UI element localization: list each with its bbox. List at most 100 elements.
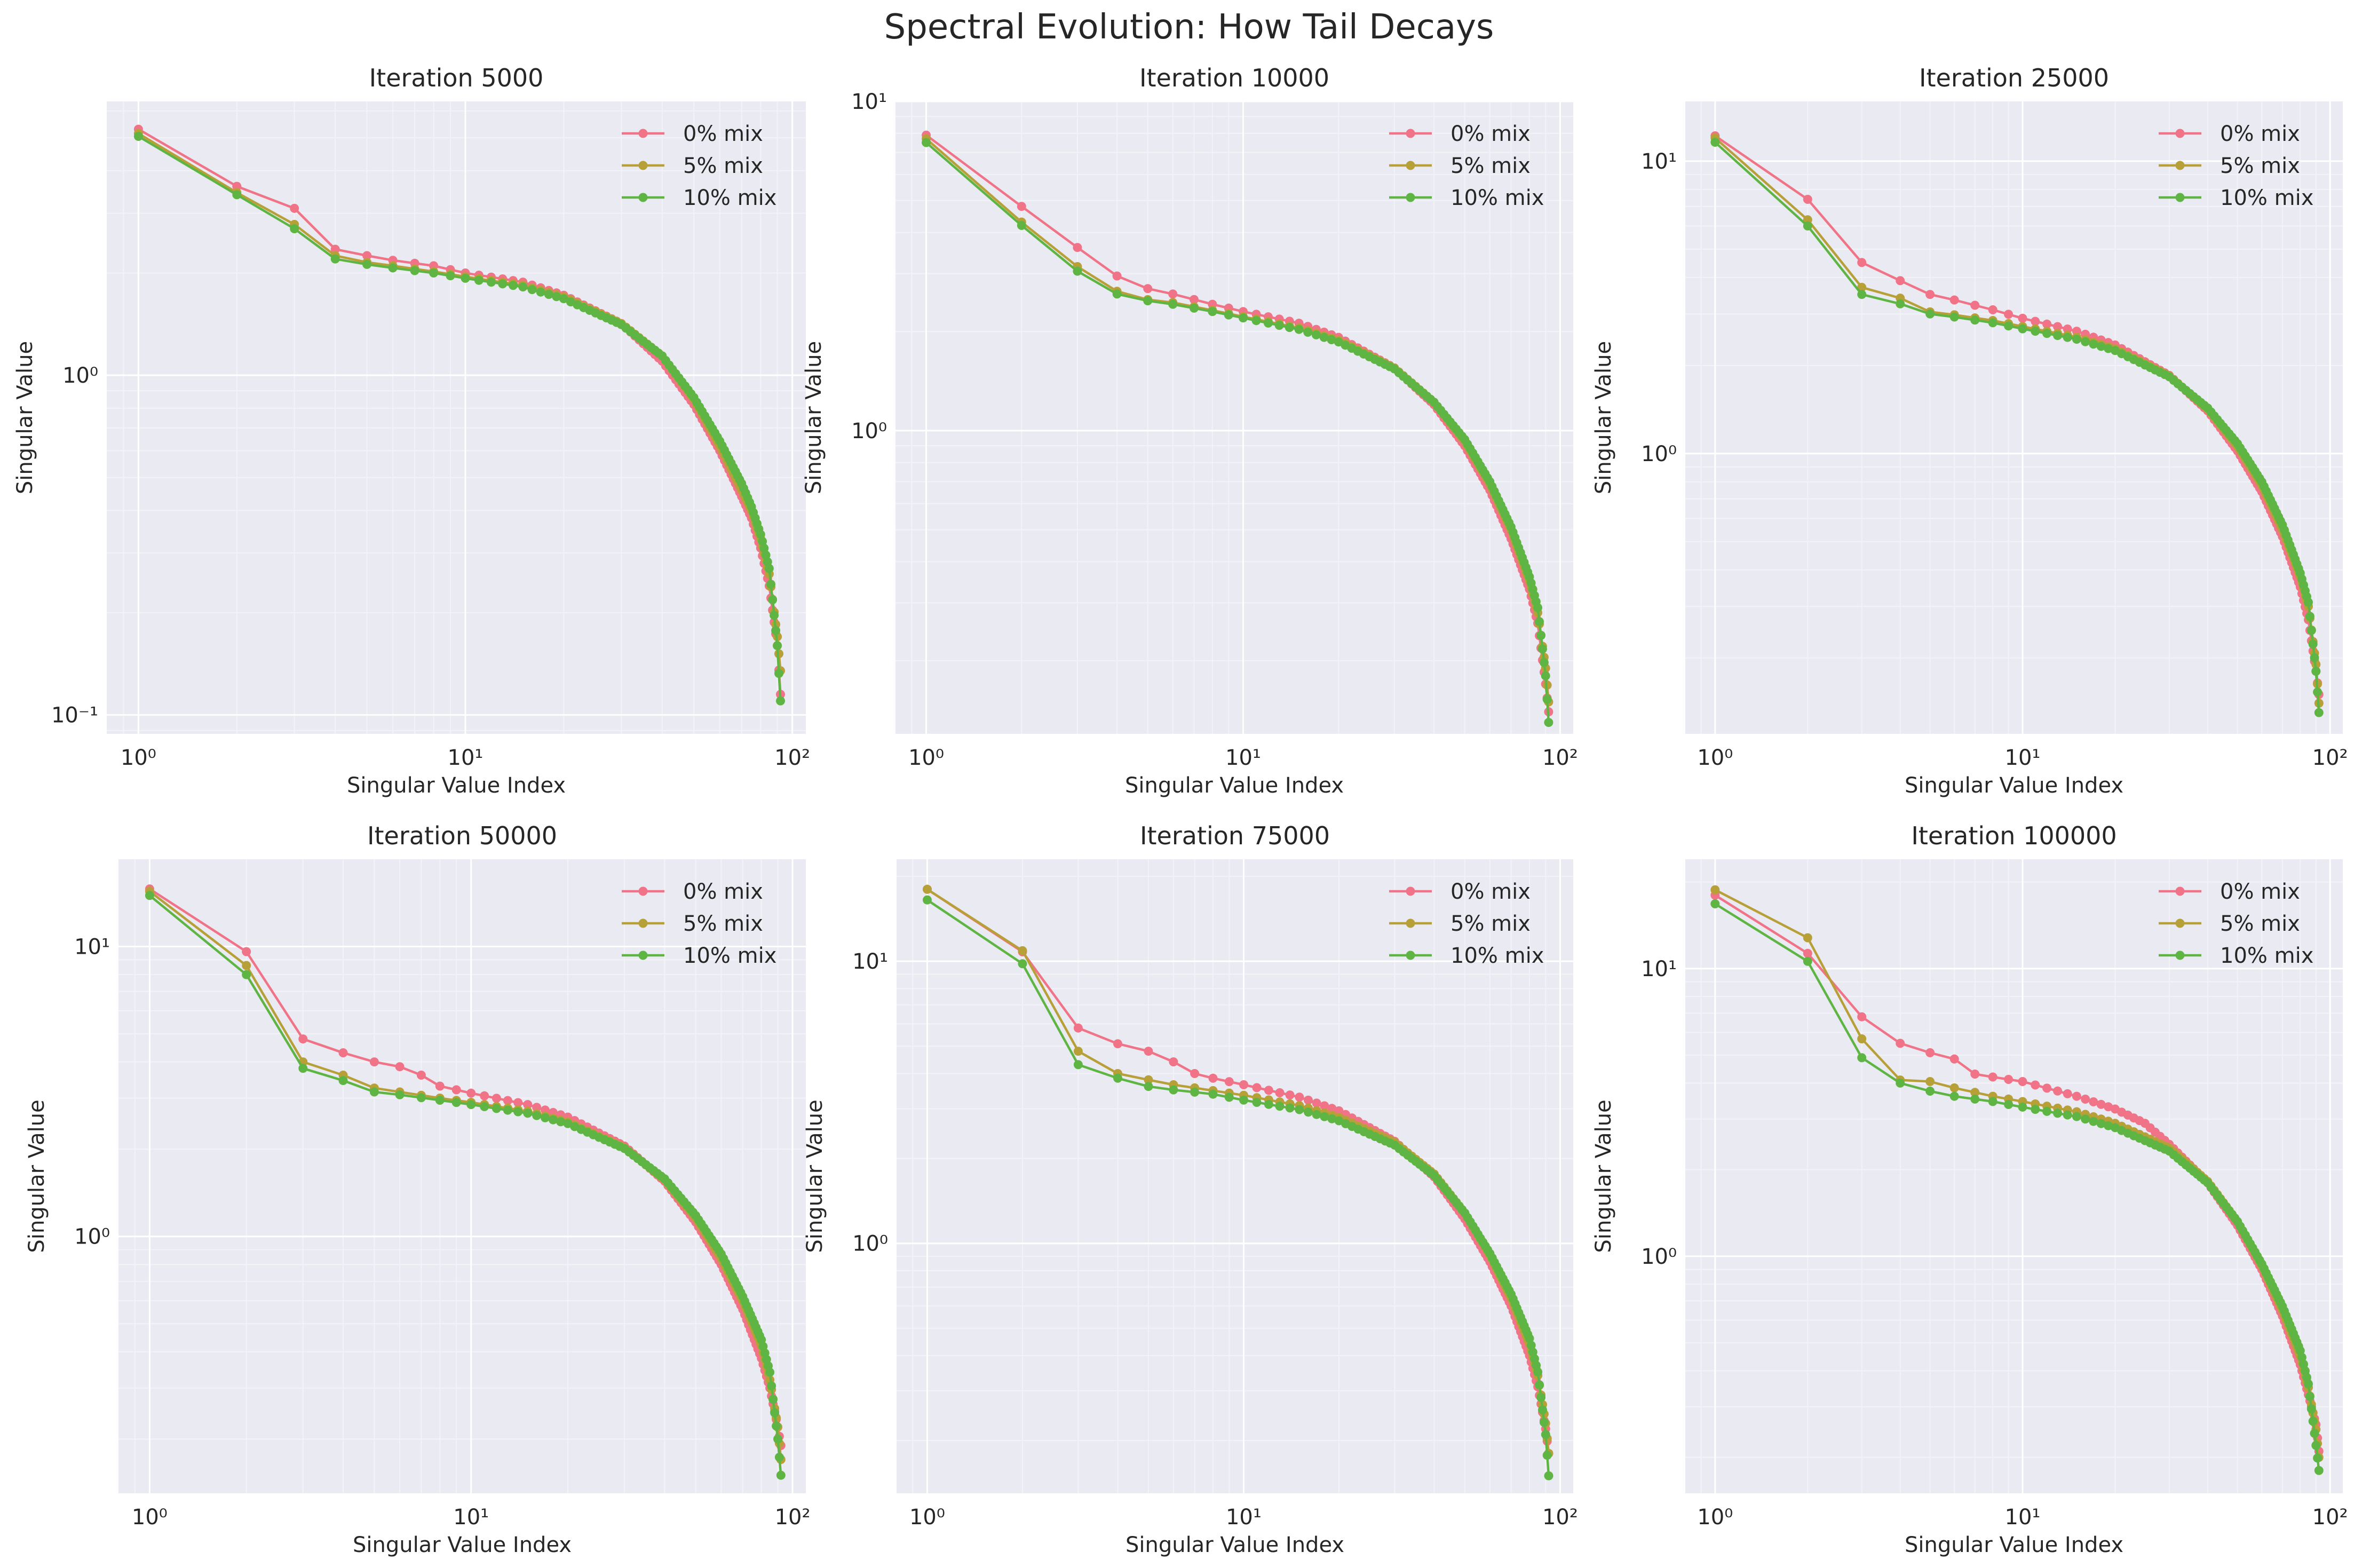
x-tick-label: 10⁰ (909, 1505, 945, 1530)
data-point (1925, 1077, 1935, 1086)
data-point (768, 595, 778, 605)
legend-label: 10% mix (1450, 944, 1544, 968)
data-point (1710, 885, 1720, 894)
data-point (1274, 321, 1284, 330)
legend: 0% mix 5% mix 10% mix (1389, 880, 1544, 968)
legend-marker (1406, 951, 1415, 960)
data-point (1925, 290, 1935, 299)
data-point (1970, 1088, 1980, 1097)
data-point (2313, 687, 2322, 697)
data-point (1303, 328, 1313, 337)
x-tick-label: 10¹ (2005, 746, 2041, 770)
subplot-title: Iteration 75000 (1140, 821, 1330, 850)
data-point (756, 529, 765, 539)
data-point (362, 251, 372, 260)
data-point (2314, 708, 2324, 717)
legend-marker (2175, 129, 2185, 138)
subplot-title: Iteration 25000 (1919, 64, 2109, 92)
data-point (2311, 1440, 2321, 1450)
x-axis-label: Singular Value Index (347, 773, 566, 798)
data-point (2063, 1089, 2072, 1098)
plot-area (895, 101, 1573, 734)
legend-marker (638, 193, 648, 202)
data-point (2018, 324, 2027, 334)
legend-marker (1406, 129, 1415, 138)
y-axis-label: Singular Value (13, 341, 37, 494)
data-point (1334, 1106, 1344, 1115)
data-point (2042, 1083, 2052, 1093)
data-point (1896, 1039, 1905, 1048)
data-point (492, 1104, 501, 1113)
data-point (435, 1096, 445, 1105)
y-tick-label: 10⁰ (1641, 1245, 1677, 1269)
data-point (330, 244, 340, 254)
data-point (1143, 284, 1153, 294)
data-point (1073, 243, 1082, 252)
series-3 (923, 895, 1553, 1480)
data-point (2031, 1105, 2040, 1114)
data-point (1224, 310, 1233, 320)
legend-label: 5% mix (1450, 154, 1531, 178)
data-point (1949, 312, 1959, 322)
data-point (2306, 1404, 2316, 1414)
data-point (480, 1091, 489, 1100)
data-point (503, 1096, 512, 1105)
data-point (2004, 1075, 2014, 1084)
data-point (1525, 1334, 1534, 1343)
data-point (145, 891, 154, 900)
data-point (1803, 948, 1812, 958)
data-point (1018, 959, 1027, 969)
y-axis-label: Singular Value (803, 1099, 827, 1253)
data-point (1544, 718, 1553, 727)
data-point (1988, 1097, 1997, 1106)
data-point (2306, 625, 2316, 635)
legend-label: 0% mix (2220, 880, 2300, 904)
data-point (2096, 342, 2106, 351)
data-point (1988, 318, 1997, 328)
legend-label: 5% mix (2220, 154, 2300, 178)
data-point (1533, 1367, 1543, 1377)
y-tick-label: 10⁰ (62, 363, 98, 388)
x-tick-label: 10² (2312, 746, 2348, 770)
data-point (1264, 1086, 1273, 1095)
series-3 (1710, 138, 2324, 717)
data-point (466, 1100, 476, 1110)
legend-label: 10% mix (683, 944, 776, 968)
data-point (1327, 1114, 1337, 1123)
subplot-title: Iteration 50000 (367, 821, 557, 850)
legend-label: 0% mix (1450, 122, 1531, 146)
data-point (759, 543, 769, 553)
data-point (480, 1102, 489, 1111)
data-point (1533, 603, 1542, 613)
legend-marker (2175, 886, 2185, 896)
data-point (2081, 1095, 2090, 1104)
data-point (369, 1087, 379, 1097)
data-point (2031, 1080, 2040, 1090)
data-point (1073, 266, 1082, 276)
data-point (1857, 290, 1867, 299)
x-tick-label: 10⁰ (908, 746, 944, 770)
data-point (1264, 318, 1273, 328)
x-tick-label: 10¹ (1225, 746, 1261, 770)
data-point (1538, 1405, 1547, 1415)
series-3 (922, 138, 1553, 727)
legend: 0% mix 5% mix 10% mix (1389, 122, 1544, 210)
data-point (395, 1090, 405, 1099)
data-point (1949, 1083, 1959, 1092)
data-point (1857, 1053, 1867, 1063)
x-tick-label: 10⁰ (1697, 746, 1733, 770)
figure-title: Spectral Evolution: How Tail Decays (884, 7, 1494, 47)
data-point (544, 290, 553, 299)
series-3 (133, 132, 785, 706)
data-point (1988, 305, 1997, 314)
data-point (1190, 295, 1199, 304)
data-point (1536, 631, 1545, 640)
data-point (1208, 307, 1217, 316)
data-point (1988, 1072, 1997, 1082)
legend-marker (1406, 918, 1415, 928)
data-point (2104, 1121, 2113, 1130)
data-point (290, 203, 299, 213)
y-tick-label: 10¹ (851, 90, 887, 114)
data-point (1239, 313, 1248, 323)
data-point (461, 273, 470, 283)
